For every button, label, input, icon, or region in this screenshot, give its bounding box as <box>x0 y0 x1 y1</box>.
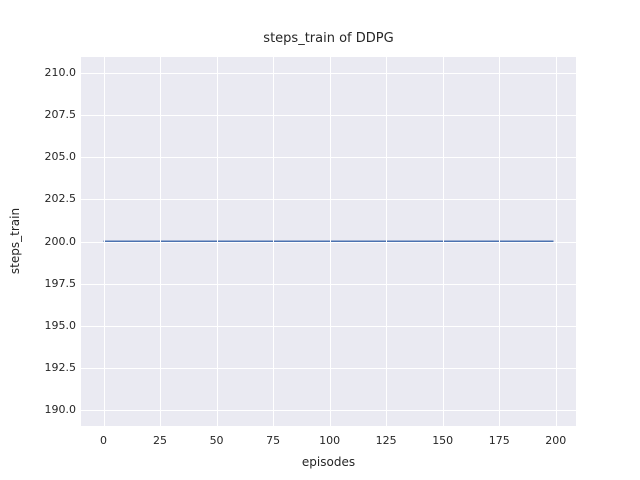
x-tick-label: 0 <box>100 434 107 447</box>
x-tick-label: 75 <box>266 434 281 447</box>
gridline-horizontal <box>81 367 576 369</box>
x-tick-label: 150 <box>432 434 454 447</box>
y-tick-label: 200.0 <box>44 234 77 248</box>
x-tick-label: 200 <box>545 434 567 447</box>
x-tick-label: 25 <box>153 434 168 447</box>
x-tick-label: 50 <box>209 434 224 447</box>
y-tick-label: 202.5 <box>44 192 77 206</box>
y-tick-label: 190.0 <box>44 402 77 416</box>
gridline-horizontal <box>81 409 576 411</box>
gridline-horizontal <box>81 241 576 243</box>
x-tick-label: 175 <box>488 434 510 447</box>
y-tick-label: 207.5 <box>44 108 77 122</box>
plot-area <box>81 57 576 426</box>
y-tick-label: 195.0 <box>44 318 77 332</box>
y-tick-label: 192.5 <box>44 360 77 374</box>
gridline-horizontal <box>81 157 576 159</box>
y-tick-label: 205.0 <box>44 150 77 164</box>
gridline-horizontal <box>81 283 576 285</box>
x-axis-label: episodes <box>301 455 356 469</box>
x-tick-label: 125 <box>375 434 397 447</box>
gridline-horizontal <box>81 73 576 74</box>
x-tick-label: 100 <box>319 434 341 447</box>
gridline-horizontal <box>81 115 576 117</box>
gridline-horizontal <box>81 325 576 327</box>
gridline-horizontal <box>81 199 576 201</box>
chart-title: steps_train of DDPG <box>263 31 394 46</box>
y-tick-label: 210.0 <box>44 66 77 79</box>
y-tick-label: 197.5 <box>44 276 77 290</box>
